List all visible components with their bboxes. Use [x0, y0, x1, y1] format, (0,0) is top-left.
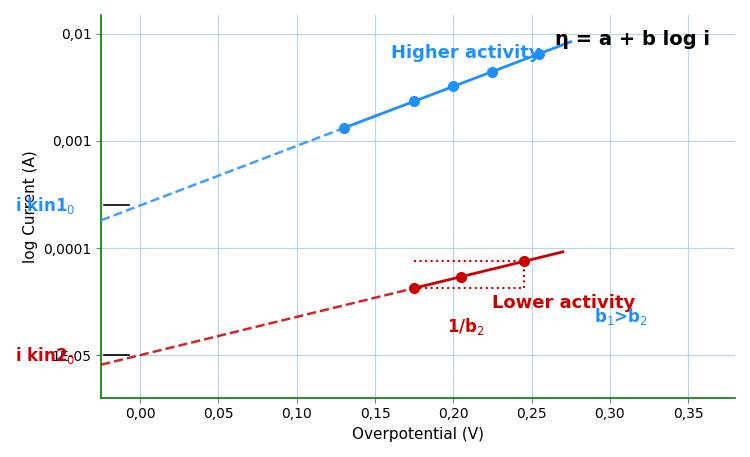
Text: b$_1$>b$_2$: b$_1$>b$_2$ [594, 306, 648, 327]
Text: η = a + b log i: η = a + b log i [555, 30, 710, 49]
Text: Higher activity: Higher activity [391, 44, 540, 62]
Text: Lower activity: Lower activity [493, 294, 636, 313]
X-axis label: Overpotential (V): Overpotential (V) [352, 427, 484, 442]
Text: i kin1$_0$: i kin1$_0$ [15, 195, 76, 216]
Text: 1/b$_2$: 1/b$_2$ [447, 316, 485, 337]
Y-axis label: log Current (A): log Current (A) [22, 150, 38, 263]
Text: i kin2$_0$: i kin2$_0$ [15, 345, 76, 366]
